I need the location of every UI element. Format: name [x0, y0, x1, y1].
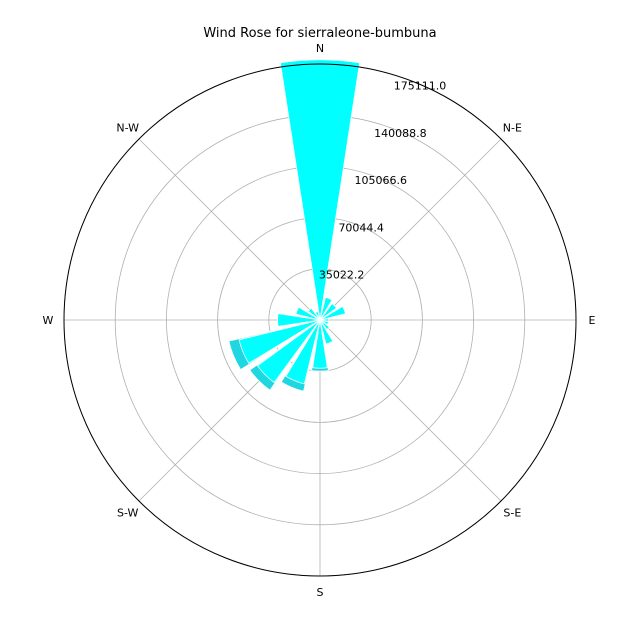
radial-tick-label: 140088.8 [374, 127, 427, 140]
wind-sectors [238, 59, 361, 385]
grid-spoke-s-e [319, 319, 502, 502]
radial-tick-label: 70044.4 [338, 221, 384, 234]
wind-sector-14 [295, 306, 321, 321]
radial-tick-labels: 35022.2 70044.4 105066.6 140088.8 175111.0 [319, 79, 446, 281]
wind-sector-12 [238, 319, 321, 364]
wind-sector-2 [319, 296, 333, 321]
chart-title: Wind Rose for sierraleone-bumbuna [203, 26, 436, 41]
direction-label-s: S [317, 586, 324, 599]
direction-label-n-e: N-E [503, 122, 522, 135]
radial-tick-label: 175111.0 [394, 79, 447, 92]
radial-tick-label: 35022.2 [319, 269, 365, 282]
direction-label-w: W [43, 314, 54, 327]
polar-frame [63, 63, 577, 577]
direction-label-s-w: S-W [117, 506, 139, 519]
radial-tick-label: 105066.6 [355, 174, 408, 187]
wind-sector-4 [319, 305, 347, 321]
wind-sector-11 [256, 319, 321, 384]
grid-spoke-n-e [319, 138, 502, 321]
wind-sector-1 [279, 59, 361, 321]
wind-sector-5 [319, 318, 330, 322]
wind-sector-15 [307, 307, 321, 321]
direction-label-n: N [316, 42, 324, 55]
direction-labels: N N-E E S-E S S-W W N-W [43, 42, 596, 599]
wind-sector-3 [319, 302, 338, 321]
wind-sector-9 [312, 319, 328, 369]
direction-label-e: E [589, 314, 596, 327]
grid-spoke-n-w [138, 138, 321, 321]
wind-sector-7 [319, 319, 330, 330]
wind-sector-13 [277, 313, 321, 327]
wind-sector-10 [285, 319, 321, 385]
wind-sector-8 [319, 319, 334, 345]
direction-label-s-e: S-E [503, 506, 521, 519]
wind-sector-16 [314, 310, 321, 321]
direction-label-n-w: N-W [116, 122, 139, 135]
